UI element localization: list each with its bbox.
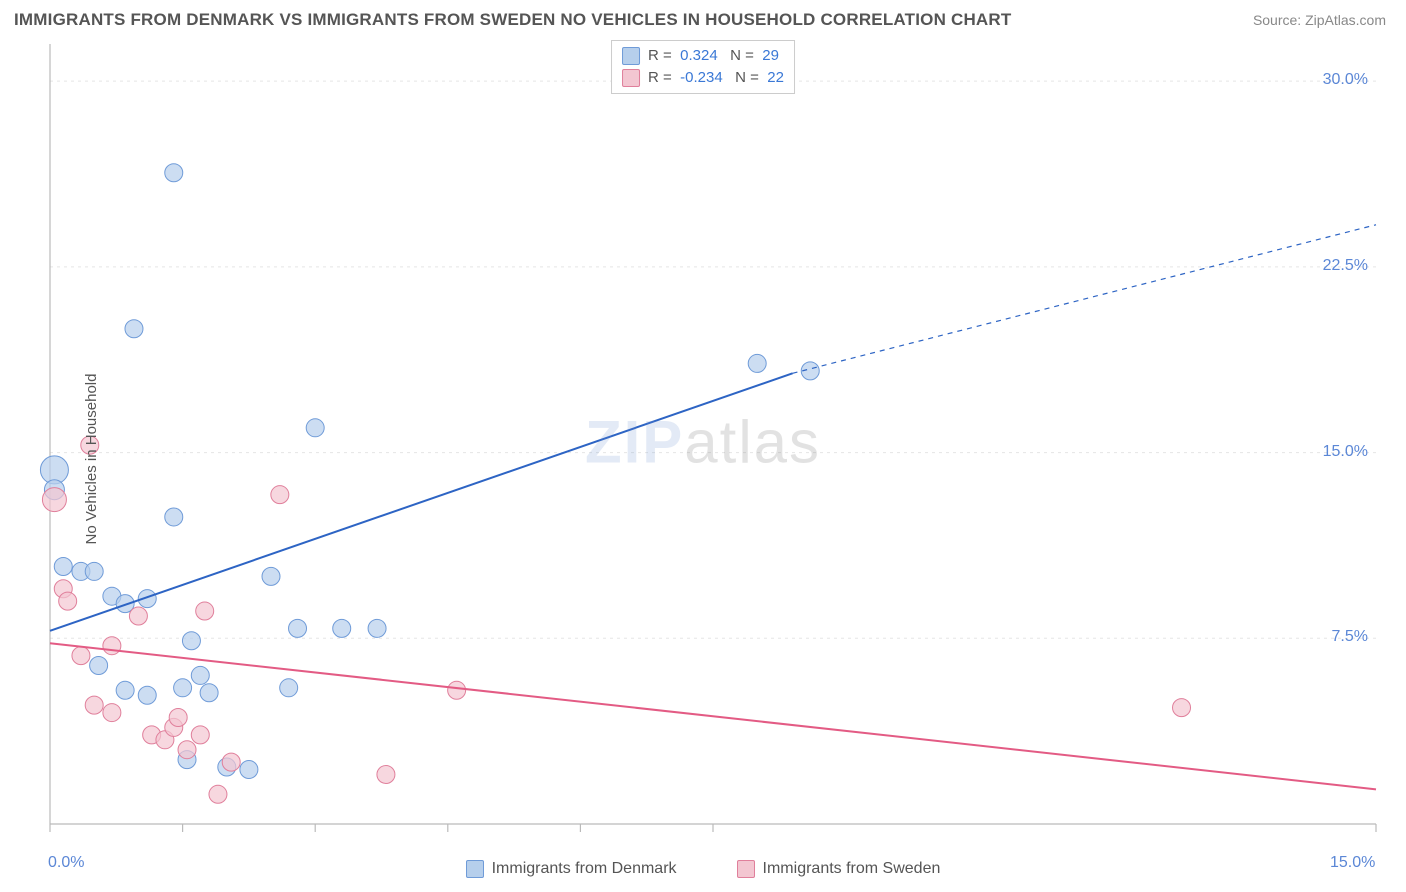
y-axis-label: No Vehicles in Household: [83, 374, 100, 545]
legend-swatch: [466, 860, 484, 878]
chart-container: No Vehicles in Household ZIPatlas R = 0.…: [0, 34, 1406, 884]
legend-swatch: [622, 69, 640, 87]
y-tick-label: 15.0%: [1323, 443, 1368, 461]
y-tick-label: 7.5%: [1332, 628, 1368, 646]
legend-label: Immigrants from Denmark: [492, 860, 677, 878]
legend-swatch: [737, 860, 755, 878]
source-attribution: Source: ZipAtlas.com: [1253, 12, 1386, 28]
correlation-legend: R = 0.324 N = 29R = -0.234 N = 22: [611, 40, 795, 94]
legend-stat-row: R = 0.324 N = 29: [622, 45, 784, 67]
chart-title: IMMIGRANTS FROM DENMARK VS IMMIGRANTS FR…: [14, 10, 1011, 30]
scatter-plot: [0, 34, 1406, 884]
y-tick-label: 22.5%: [1323, 257, 1368, 275]
legend-item: Immigrants from Sweden: [737, 860, 941, 878]
legend-label: Immigrants from Sweden: [763, 860, 941, 878]
y-tick-label: 30.0%: [1323, 71, 1368, 89]
legend-stat-row: R = -0.234 N = 22: [622, 67, 784, 89]
legend-item: Immigrants from Denmark: [466, 860, 677, 878]
series-legend: Immigrants from Denmark Immigrants from S…: [0, 860, 1406, 878]
legend-swatch: [622, 47, 640, 65]
